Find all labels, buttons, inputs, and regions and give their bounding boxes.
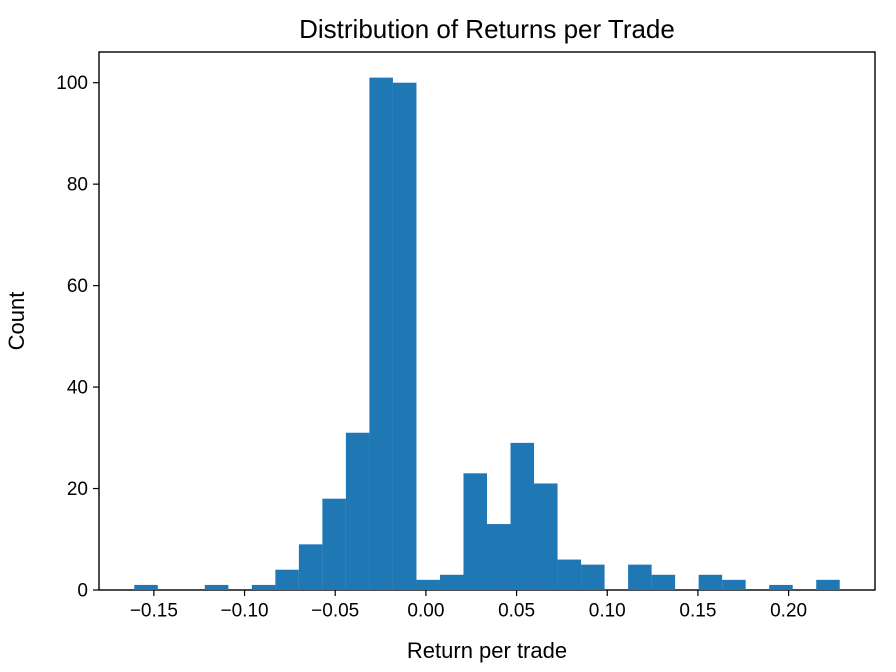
svg-text:80: 80 bbox=[67, 175, 88, 196]
svg-text:0.00: 0.00 bbox=[407, 601, 444, 622]
svg-text:−0.10: −0.10 bbox=[221, 601, 269, 622]
svg-text:0: 0 bbox=[77, 581, 88, 602]
svg-text:60: 60 bbox=[67, 276, 88, 297]
svg-text:0.10: 0.10 bbox=[589, 601, 626, 622]
svg-text:Count: Count bbox=[4, 292, 29, 351]
svg-text:100: 100 bbox=[56, 73, 88, 94]
svg-text:−0.15: −0.15 bbox=[130, 601, 178, 622]
svg-text:Distribution of Returns per Tr: Distribution of Returns per Trade bbox=[299, 14, 675, 44]
svg-text:20: 20 bbox=[67, 479, 88, 500]
svg-text:0.15: 0.15 bbox=[679, 601, 716, 622]
svg-text:0.05: 0.05 bbox=[498, 601, 535, 622]
svg-text:40: 40 bbox=[67, 378, 88, 399]
svg-text:−0.05: −0.05 bbox=[311, 601, 359, 622]
svg-text:0.20: 0.20 bbox=[770, 601, 807, 622]
svg-text:Return per trade: Return per trade bbox=[407, 638, 567, 663]
